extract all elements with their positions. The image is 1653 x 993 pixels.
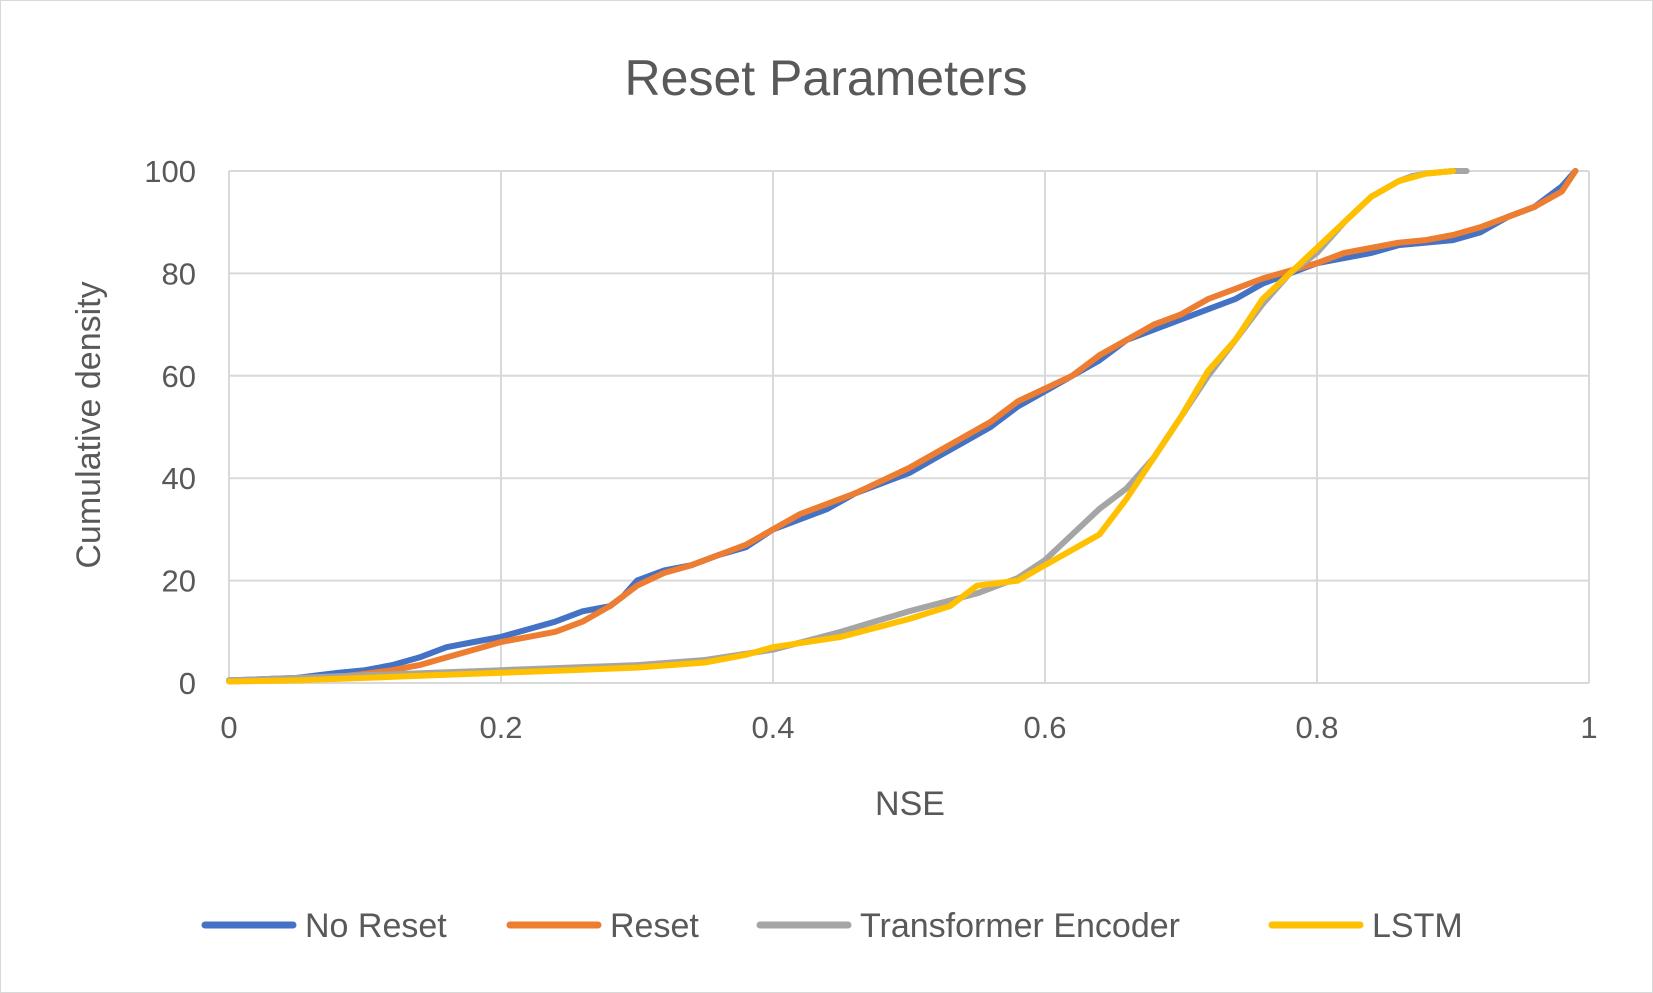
x-tick-label: 0.8 (1295, 710, 1338, 745)
x-axis-title: NSE (875, 785, 945, 823)
y-tick-label: 80 (162, 256, 196, 291)
y-tick-label: 100 (144, 154, 196, 189)
series-line-no-reset (226, 168, 1579, 684)
legend-label: No Reset (305, 907, 447, 945)
y-axis-title: Cumulative density (70, 281, 108, 568)
x-tick-label: 1 (1580, 710, 1597, 745)
series-lines (226, 168, 1579, 685)
legend-item: Transformer Encoder (756, 907, 1180, 945)
y-tick-label: 60 (162, 359, 196, 394)
plot-grid (228, 170, 1590, 684)
legend: No Reset Reset Transformer Encoder LSTM (201, 907, 1463, 945)
y-tick-label: 40 (162, 461, 196, 496)
y-axis-ticks: 0 20 40 60 80 100 (144, 154, 196, 701)
legend-item: Reset (506, 907, 699, 945)
chart-title: Reset Parameters (625, 50, 1028, 106)
legend-label: LSTM (1372, 907, 1463, 945)
series-line-reset (226, 168, 1579, 684)
y-tick-label: 0 (179, 666, 196, 701)
x-axis-ticks: 0 0.2 0.4 0.6 0.8 1 (220, 710, 1597, 745)
series-line-transformer-encoder (226, 168, 1470, 684)
x-tick-label: 0 (220, 710, 237, 745)
legend-item: LSTM (1268, 907, 1463, 945)
x-tick-label: 0.2 (479, 710, 522, 745)
legend-label: Transformer Encoder (860, 907, 1180, 945)
legend-item: No Reset (201, 907, 447, 945)
x-tick-label: 0.6 (1023, 710, 1066, 745)
series-line-lstm (226, 168, 1456, 685)
legend-label: Reset (610, 907, 699, 945)
y-tick-label: 20 (162, 564, 196, 599)
x-tick-label: 0.4 (751, 710, 794, 745)
